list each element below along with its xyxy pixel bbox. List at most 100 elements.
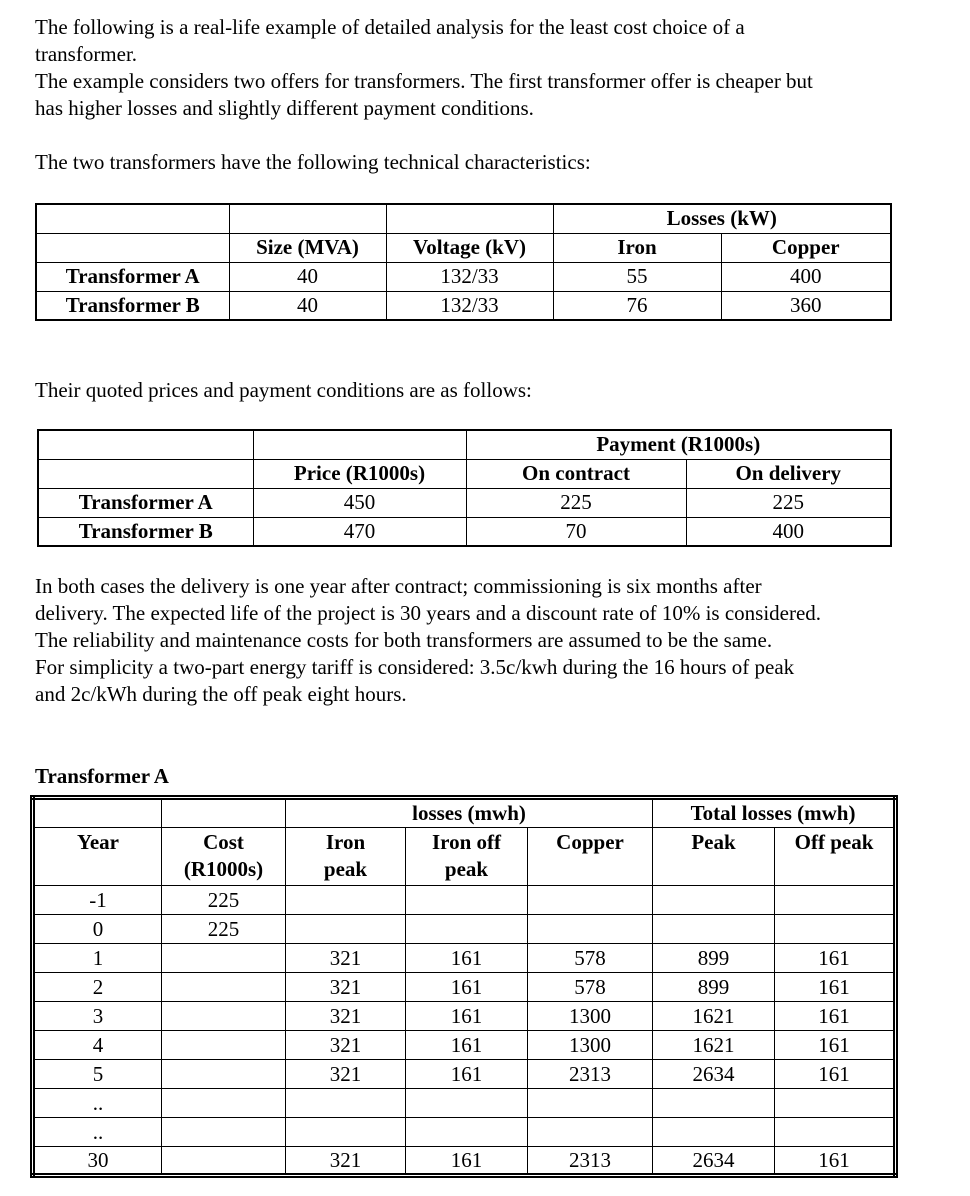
text-line: The reliability and maintenance costs fo… xyxy=(35,628,773,652)
iron-header-cell: Iron xyxy=(552,232,722,263)
table-row: Transformer B 470 70 400 xyxy=(37,516,892,547)
text-line: (R1000s) xyxy=(183,857,264,881)
copper-cell: 578 xyxy=(526,943,654,973)
row-label-cell: Transformer A xyxy=(37,487,254,518)
iron-peak-cell: 321 xyxy=(285,1030,406,1060)
blank-line xyxy=(0,122,970,149)
year-cell: 1 xyxy=(32,943,162,973)
peak-cell: 2634 xyxy=(652,1059,776,1089)
iron-peak-cell xyxy=(285,1117,406,1147)
losses-group-header-cell: Losses (kW) xyxy=(552,203,892,234)
table-row: .. xyxy=(32,1117,897,1147)
year-cell: 2 xyxy=(32,972,162,1002)
cost-cell: 225 xyxy=(161,885,286,915)
table-cell: 470 xyxy=(252,516,467,547)
iron-peak-cell xyxy=(285,885,406,915)
text-line: delivery. The expected life of the proje… xyxy=(35,601,822,625)
iron-off-peak-cell: 161 xyxy=(405,1030,528,1060)
cost-cell xyxy=(161,1001,286,1031)
text-line: Iron xyxy=(325,830,366,854)
copper-cell xyxy=(526,914,654,944)
cost-cell xyxy=(161,972,286,1002)
off-peak-header-cell: Off peak xyxy=(774,827,897,886)
size-header-cell: Size (MVA) xyxy=(228,232,387,263)
empty-cell xyxy=(32,797,162,828)
off-peak-cell xyxy=(774,914,897,944)
table-row: 5 321 161 2313 2634 161 xyxy=(32,1059,897,1089)
cost-header-cell: Cost (R1000s) xyxy=(161,827,286,886)
tech-specs-table: Losses (kW) Size (MVA) Voltage (kV) Iron… xyxy=(35,203,893,321)
table-cell: 40 xyxy=(228,261,387,292)
year-cell: 30 xyxy=(32,1146,162,1176)
table-row: 3 321 161 1300 1621 161 xyxy=(32,1001,897,1031)
iron-off-peak-header-cell: Iron off peak xyxy=(405,827,528,886)
transformer-a-analysis-table: losses (mwh) Total losses (mwh) Year Cos… xyxy=(30,795,899,1178)
peak-cell xyxy=(652,1117,776,1147)
peak-cell: 899 xyxy=(652,943,776,973)
table-cell: 132/33 xyxy=(385,290,554,321)
iron-off-peak-cell xyxy=(405,1088,528,1118)
table-row: Transformer A 40 132/33 55 400 xyxy=(35,261,892,292)
off-peak-cell: 161 xyxy=(774,943,897,973)
iron-off-peak-cell xyxy=(405,1117,528,1147)
empty-cell xyxy=(228,203,387,234)
year-cell: .. xyxy=(32,1117,162,1147)
row-label-cell: Transformer B xyxy=(35,290,230,321)
payment-group-header-cell: Payment (R1000s) xyxy=(465,429,892,460)
table-row: Transformer B 40 132/33 76 360 xyxy=(35,290,892,321)
losses-group-header-cell: losses (mwh) xyxy=(284,797,654,828)
empty-cell xyxy=(37,458,254,489)
off-peak-cell xyxy=(774,885,897,915)
off-peak-cell: 161 xyxy=(774,1001,897,1031)
iron-peak-cell xyxy=(285,1088,406,1118)
year-cell: 4 xyxy=(32,1030,162,1060)
year-cell: 5 xyxy=(32,1059,162,1089)
iron-peak-cell: 321 xyxy=(285,1146,406,1176)
iron-peak-cell: 321 xyxy=(285,943,406,973)
row-label-cell: Transformer A xyxy=(35,261,230,292)
text-line: peak xyxy=(323,857,368,881)
text-line: Cost xyxy=(203,830,244,854)
cost-cell: 225 xyxy=(161,914,286,944)
cost-cell xyxy=(161,1146,286,1176)
table-cell: 400 xyxy=(685,516,892,547)
text-line: transformer. xyxy=(35,42,138,66)
iron-off-peak-cell: 161 xyxy=(405,1001,528,1031)
pricing-table: Payment (R1000s) Price (R1000s) On contr… xyxy=(37,429,893,547)
off-peak-cell xyxy=(774,1088,897,1118)
text-line: The following is a real-life example of … xyxy=(35,15,745,39)
intro-paragraph: The following is a real-life example of … xyxy=(0,14,970,122)
table-row: .. xyxy=(32,1088,897,1118)
cost-cell xyxy=(161,943,286,973)
table-row: Payment (R1000s) xyxy=(37,429,892,460)
table-cell: 76 xyxy=(552,290,722,321)
table-row: 1 321 161 578 899 161 xyxy=(32,943,897,973)
text-line: peak xyxy=(444,857,489,881)
table-cell: 400 xyxy=(720,261,892,292)
off-peak-cell: 161 xyxy=(774,1059,897,1089)
year-cell: .. xyxy=(32,1088,162,1118)
cost-cell xyxy=(161,1059,286,1089)
table-row: -1 225 xyxy=(32,885,897,915)
table-row: 0 225 xyxy=(32,914,897,944)
table-cell: 132/33 xyxy=(385,261,554,292)
peak-cell: 899 xyxy=(652,972,776,1002)
table-row: losses (mwh) Total losses (mwh) xyxy=(32,797,897,828)
conditions-paragraph: In both cases the delivery is one year a… xyxy=(0,573,970,708)
iron-peak-cell xyxy=(285,914,406,944)
table-cell: 225 xyxy=(685,487,892,518)
peak-cell xyxy=(652,1088,776,1118)
off-peak-cell xyxy=(774,1117,897,1147)
off-peak-cell: 161 xyxy=(774,972,897,1002)
table-cell: 70 xyxy=(465,516,687,547)
text-line: has higher losses and slightly different… xyxy=(35,96,534,120)
peak-cell xyxy=(652,914,776,944)
table-row: 4 321 161 1300 1621 161 xyxy=(32,1030,897,1060)
iron-off-peak-cell xyxy=(405,885,528,915)
on-delivery-header-cell: On delivery xyxy=(685,458,892,489)
table-row: Price (R1000s) On contract On delivery xyxy=(37,458,892,489)
iron-off-peak-cell: 161 xyxy=(405,1059,528,1089)
copper-cell xyxy=(526,1117,654,1147)
table-row: Size (MVA) Voltage (kV) Iron Copper xyxy=(35,232,892,263)
